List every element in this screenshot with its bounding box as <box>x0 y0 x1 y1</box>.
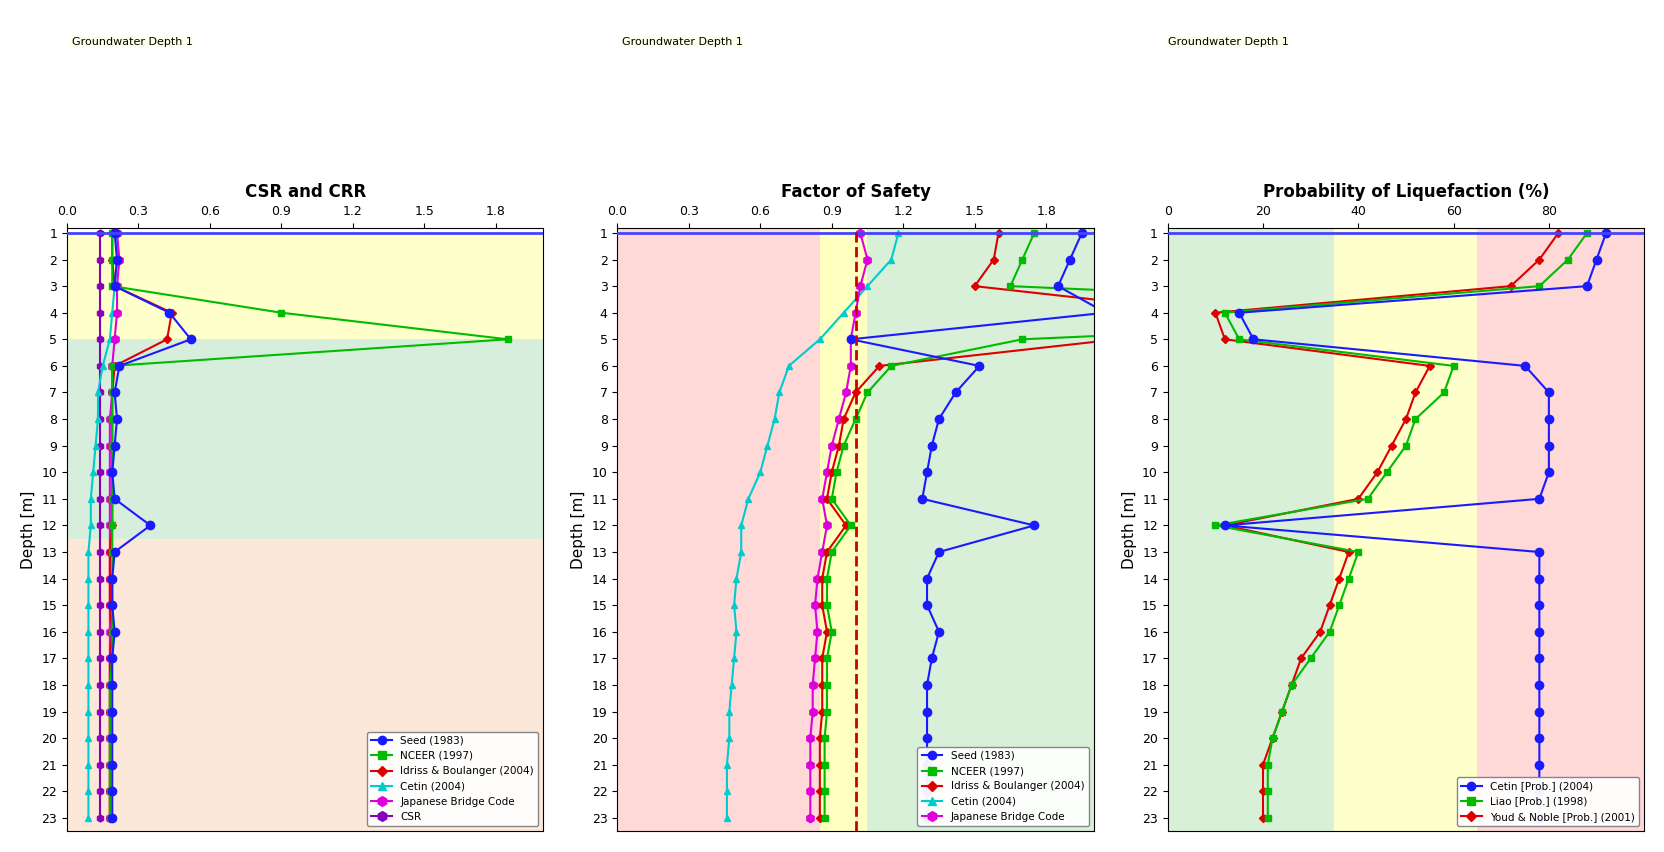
Bar <box>67 233 542 339</box>
Text: Groundwater Depth 1: Groundwater Depth 1 <box>1166 37 1288 47</box>
Title: CSR and CRR: CSR and CRR <box>245 182 366 200</box>
Y-axis label: Depth [m]: Depth [m] <box>1122 490 1137 568</box>
Y-axis label: Depth [m]: Depth [m] <box>571 490 586 568</box>
Text: Groundwater Depth 1: Groundwater Depth 1 <box>72 37 193 47</box>
Bar <box>617 227 819 832</box>
Bar <box>1333 227 1476 832</box>
Text: Groundwater Depth 1: Groundwater Depth 1 <box>622 37 742 47</box>
Y-axis label: Depth [m]: Depth [m] <box>22 490 37 568</box>
Bar <box>67 538 542 832</box>
Legend: Cetin [Prob.] (2004), Liao [Prob.] (1998), Youd & Noble [Prob.] (2001): Cetin [Prob.] (2004), Liao [Prob.] (1998… <box>1456 777 1637 826</box>
Legend: Seed (1983), NCEER (1997), Idriss & Boulanger (2004), Cetin (2004), Japanese Bri: Seed (1983), NCEER (1997), Idriss & Boul… <box>917 747 1088 826</box>
Bar <box>1476 227 1642 832</box>
Bar <box>819 227 867 832</box>
Title: Factor of Safety: Factor of Safety <box>780 182 930 200</box>
Bar <box>1166 227 1333 832</box>
Legend: Seed (1983), NCEER (1997), Idriss & Boulanger (2004), Cetin (2004), Japanese Bri: Seed (1983), NCEER (1997), Idriss & Boul… <box>366 732 537 826</box>
Title: Probability of Liquefaction (%): Probability of Liquefaction (%) <box>1261 182 1548 200</box>
Bar <box>867 227 1093 832</box>
Bar <box>67 339 542 538</box>
